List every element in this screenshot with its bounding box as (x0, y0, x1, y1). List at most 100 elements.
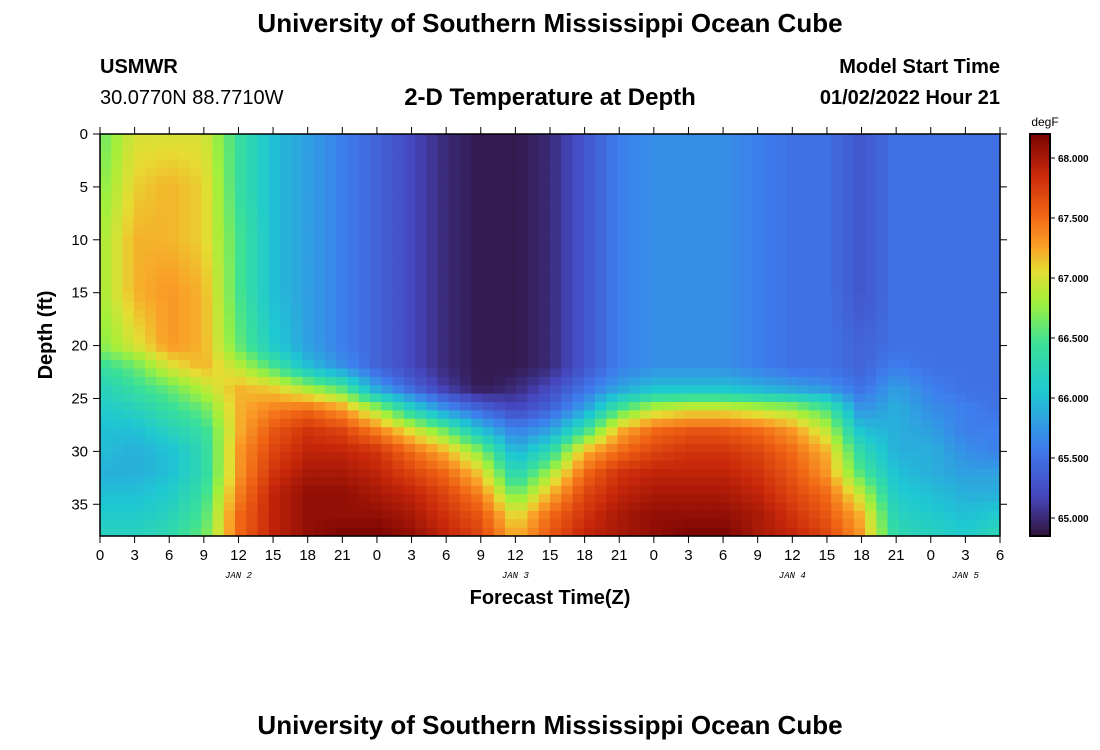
heatmap-cell (167, 226, 180, 236)
heatmap-cell (898, 402, 911, 411)
heatmap-cell (797, 159, 810, 169)
heatmap-cell (572, 460, 585, 470)
heatmap-cell (437, 226, 450, 236)
heatmap-cell (853, 234, 866, 244)
heatmap-cell (673, 485, 686, 495)
heatmap-cell (673, 351, 686, 361)
heatmap-cell (595, 435, 607, 445)
heatmap-cell (302, 502, 315, 512)
heatmap-cell (696, 402, 709, 411)
heatmap-cell (471, 251, 484, 261)
heatmap-cell (673, 402, 686, 411)
heatmap-cell (876, 335, 889, 344)
heatmap-cell (865, 242, 877, 252)
heatmap-cell (730, 251, 742, 261)
heatmap-cell (943, 385, 956, 395)
heatmap-cell (381, 134, 394, 143)
heatmap-cell (460, 460, 472, 470)
heatmap-cell (403, 418, 416, 428)
heatmap-cell (358, 309, 371, 319)
heatmap-cell (145, 293, 157, 303)
heatmap-cell (246, 142, 259, 152)
heatmap-cell (336, 142, 349, 152)
heatmap-cell (268, 159, 281, 169)
heatmap-cell (313, 360, 326, 370)
heatmap-cell (820, 150, 832, 160)
heatmap-cell (448, 226, 461, 236)
colorbar-segment (1030, 207, 1050, 212)
heatmap-cell (437, 368, 450, 378)
heatmap-cell (955, 175, 967, 185)
heatmap-cell (302, 242, 315, 252)
heatmap-cell (640, 301, 652, 311)
heatmap-cell (617, 318, 630, 328)
heatmap-cell (718, 485, 731, 495)
heatmap-cell (775, 452, 787, 462)
heatmap-cell (257, 527, 270, 537)
heatmap-cell (156, 368, 169, 378)
heatmap-cell (527, 234, 540, 244)
heatmap-cell (910, 418, 922, 428)
heatmap-cell (325, 502, 337, 512)
heatmap-cell (752, 452, 765, 462)
heatmap-cell (595, 150, 607, 160)
heatmap-cell (932, 502, 945, 512)
heatmap-cell (336, 368, 349, 378)
heatmap-cell (280, 259, 292, 269)
heatmap-cell (471, 134, 484, 143)
heatmap-cell (640, 527, 652, 537)
heatmap-cell (471, 234, 484, 244)
heatmap-cell (291, 410, 304, 420)
heatmap-cell (370, 452, 382, 462)
heatmap-cell (235, 435, 247, 445)
heatmap-cell (955, 192, 967, 202)
heatmap-cell (977, 402, 990, 411)
heatmap-cell (775, 150, 787, 160)
heatmap-cell (493, 418, 506, 428)
heatmap-cell (820, 318, 832, 328)
heatmap-cell (167, 301, 180, 311)
heatmap-cell (235, 276, 247, 286)
heatmap-cell (527, 142, 540, 152)
heatmap-cell (921, 217, 934, 227)
heatmap-cell (381, 217, 394, 227)
heatmap-cell (572, 376, 585, 386)
heatmap-cell (313, 226, 326, 236)
heatmap-cell (527, 217, 540, 227)
heatmap-cell (617, 201, 630, 210)
heatmap-cell (313, 209, 326, 219)
heatmap-cell (505, 201, 517, 210)
heatmap-cell (898, 284, 911, 294)
colorbar-segment (1030, 428, 1050, 433)
heatmap-cell (561, 519, 574, 529)
heatmap-cell (448, 469, 461, 478)
heatmap-cell (786, 226, 799, 236)
heatmap-cell (336, 402, 349, 411)
heatmap-cell (280, 209, 292, 219)
heatmap-cell (842, 452, 855, 462)
heatmap-cell (471, 259, 484, 269)
heatmap-cell (988, 293, 1001, 303)
heatmap-cell (865, 385, 877, 395)
heatmap-cell (696, 134, 709, 143)
heatmap-cell (268, 502, 281, 512)
heatmap-cell (966, 510, 979, 520)
heatmap-cell (741, 301, 754, 311)
heatmap-cell (932, 251, 945, 261)
heatmap-cell (201, 494, 214, 504)
heatmap-cell (640, 226, 652, 236)
heatmap-cell (482, 318, 495, 328)
heatmap-cell (246, 175, 259, 185)
heatmap-cell (471, 209, 484, 219)
heatmap-cell (291, 251, 304, 261)
heatmap-cell (977, 309, 990, 319)
heatmap-cell (302, 234, 315, 244)
heatmap-cell (707, 167, 720, 177)
heatmap-cell (381, 226, 394, 236)
heatmap-cell (527, 259, 540, 269)
heatmap-cell (628, 167, 641, 177)
heatmap-cell (392, 184, 405, 194)
heatmap-cell (201, 477, 214, 487)
heatmap-cell (842, 326, 855, 336)
heatmap-cell (583, 251, 596, 261)
